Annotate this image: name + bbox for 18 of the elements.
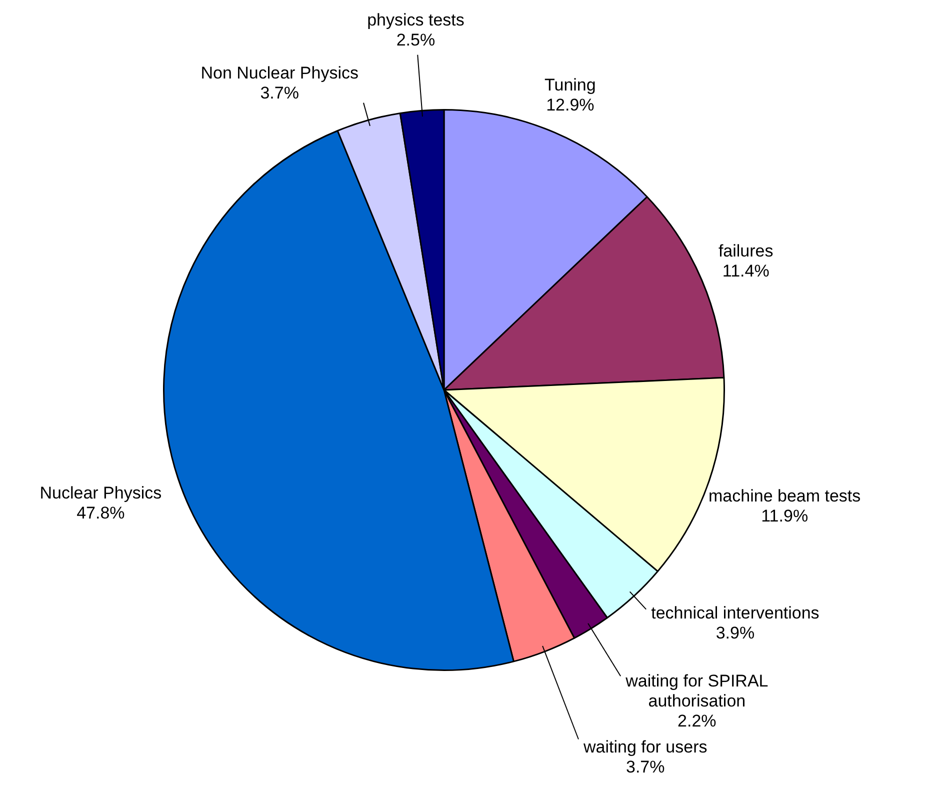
slice-label: Tuning <box>544 76 596 95</box>
slice-label: technical interventions <box>651 604 820 623</box>
slice-label: Non Nuclear Physics <box>200 63 358 82</box>
slice-label: machine beam tests <box>708 486 861 506</box>
data-label: 47.8% <box>76 504 125 523</box>
data-label: 12.9% <box>546 96 594 115</box>
slice-label: waiting for SPIRAL authorisation <box>624 671 768 710</box>
data-label: 3.7% <box>260 83 299 102</box>
slice-label: failures <box>718 241 774 260</box>
data-label: 11.9% <box>761 506 808 526</box>
data-label: 2.5% <box>396 30 436 50</box>
data-label: 11.4% <box>722 261 770 280</box>
data-label: 3.7% <box>626 758 665 777</box>
slice-label: Nuclear Physics <box>40 484 162 503</box>
data-label: 2.2% <box>678 711 716 730</box>
slice-label: physics tests <box>367 10 464 30</box>
data-label: 3.9% <box>716 624 755 643</box>
slice-label: waiting for users <box>582 738 708 757</box>
